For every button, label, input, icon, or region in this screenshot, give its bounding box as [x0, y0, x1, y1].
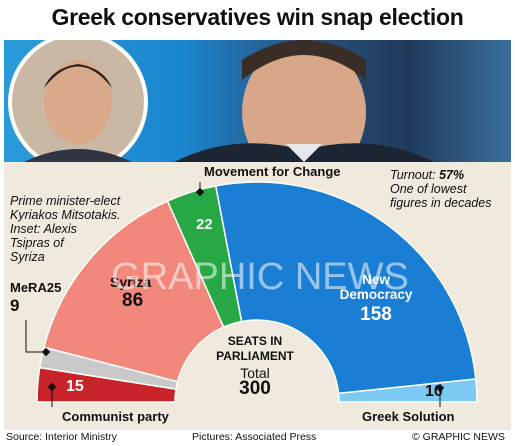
label-new-democracy-line: Democracy [339, 287, 413, 302]
footer-source: Source: Interior Ministry [6, 431, 117, 443]
label-new-democracy-line: New [362, 272, 390, 287]
value-communist-party: 15 [66, 378, 84, 395]
turnout-value: 57% [439, 168, 465, 182]
center-title: Seats in Parliament Total 300 [197, 334, 313, 399]
footer: Source: Interior Ministry Pictures: Asso… [0, 430, 515, 446]
footer-pictures: Pictures: Associated Press [192, 431, 317, 443]
label-syriza: Syriza [110, 274, 152, 290]
center-title-line: Parliament [216, 349, 294, 363]
label-greek-solution: Greek Solution [362, 409, 455, 424]
turnout-note-line: figures in decades [390, 196, 492, 210]
leader-communist-party-marker [47, 382, 57, 392]
footer-credit: © GRAPHIC NEWS [412, 431, 505, 443]
total-label: Total [240, 365, 270, 381]
value-syriza: 86 [122, 290, 144, 311]
label-new-democracy: New Democracy [336, 272, 416, 302]
chart-panel: Prime minister-elect Kyriakos Mitsotakis… [4, 162, 511, 430]
main-portrait-face [242, 42, 366, 162]
value-greek-solution: 10 [425, 383, 443, 400]
total-value: 300 [239, 378, 271, 399]
value-mera25: 9 [10, 296, 20, 315]
label-communist-party: Communist party [62, 409, 169, 424]
seat-segment-new-democracy [214, 181, 477, 395]
value-new-democracy: 158 [360, 304, 392, 325]
turnout-note-line: One of lowest [390, 182, 467, 196]
turnout-label: Turnout: [390, 168, 440, 182]
turnout-note: Turnout: 57% One of lowest figures in de… [390, 168, 491, 210]
leader-mera25-marker [41, 347, 51, 357]
photo-banner [4, 40, 511, 162]
center-title-line: Seats in [227, 334, 283, 348]
watermark-text: GRAPHIC NEWS [111, 256, 409, 298]
parliament-chart [25, 181, 478, 407]
label-movement-for-change: Movement for Change [204, 164, 341, 179]
caption-line: Tsipras of [10, 236, 64, 250]
value-movement-for-change: 22 [196, 216, 213, 233]
caption-line: Inset: Alexis [10, 222, 77, 236]
caption-line: Syriza [10, 250, 45, 264]
caption-line: Prime minister-elect [10, 194, 121, 208]
leader-mera25 [25, 320, 46, 353]
photo-caption: Prime minister-elect Kyriakos Mitsotakis… [10, 194, 120, 264]
seat-segment-syriza [42, 200, 225, 383]
seat-segment-greek-solution [337, 378, 478, 403]
page-title: Greek conservatives win snap election [51, 4, 464, 30]
label-mera25: MeRA25 [10, 280, 62, 295]
photo-illustration [8, 40, 434, 162]
caption-line: Kyriakos Mitsotakis. [10, 208, 121, 222]
leader-greek-solution-marker [435, 383, 445, 393]
